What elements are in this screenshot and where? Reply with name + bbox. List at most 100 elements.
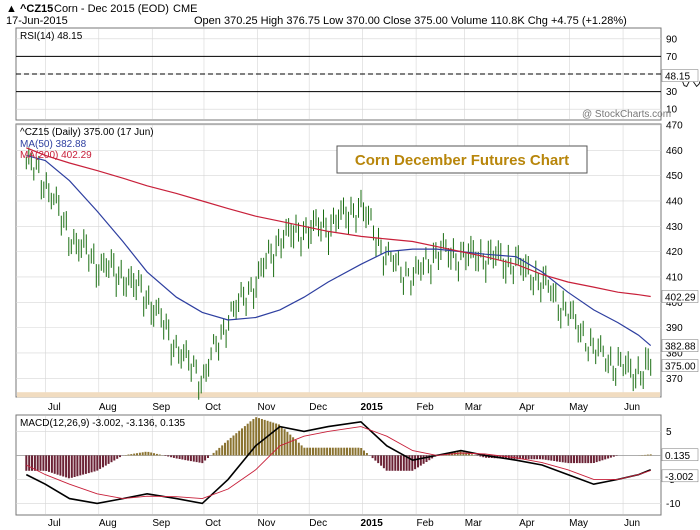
macd-histogram-bar xyxy=(201,455,204,464)
macd-histogram-bar xyxy=(195,455,198,463)
support-band xyxy=(17,392,660,398)
ma200-value-label-box xyxy=(661,290,699,303)
macd-histogram-bar xyxy=(326,447,329,456)
macd-histogram-bar xyxy=(107,455,110,464)
macd-histogram-bar xyxy=(136,453,138,456)
ma200-line xyxy=(26,147,651,298)
macd-histogram-bar xyxy=(187,455,190,461)
close-value-label: 375.00 xyxy=(665,362,696,373)
price-x-tick-label: Feb xyxy=(416,402,434,413)
macd-x-tick-label: Sep xyxy=(152,518,170,529)
macd-histogram-bar xyxy=(207,455,209,458)
macd-histogram-bar xyxy=(99,455,102,469)
macd-x-tick-label: Oct xyxy=(205,518,221,529)
macd-histogram-bar xyxy=(110,455,113,463)
macd-histogram-bar xyxy=(297,442,300,456)
macd-histogram-bar xyxy=(56,455,59,475)
macd-histogram-bar xyxy=(527,455,530,460)
macd-histogram-bar xyxy=(570,455,573,464)
macd-histogram-bar xyxy=(50,455,53,473)
macd-histogram-bar xyxy=(238,430,241,456)
header-arrow-symbol: ▲ ^CZ15 xyxy=(6,3,53,15)
macd-histogram-bar xyxy=(150,452,153,456)
macd-histogram-bar xyxy=(48,455,50,472)
macd-histogram-bar xyxy=(306,447,309,456)
rsi-tick-label: 10 xyxy=(666,105,678,116)
macd-histogram-bar xyxy=(36,455,39,471)
macd-histogram-bar xyxy=(644,454,646,456)
macd-histogram-bar xyxy=(522,455,524,460)
macd-histogram-bar xyxy=(215,450,218,456)
macd-histogram-bar xyxy=(371,455,374,459)
price-tick-label: 380 xyxy=(666,348,683,359)
macd-histogram-bar xyxy=(541,455,544,460)
macd-histogram-bar xyxy=(73,455,76,477)
macd-histogram-bar xyxy=(357,447,360,456)
macd-histogram-bar xyxy=(167,455,170,457)
macd-histogram-bar xyxy=(612,455,615,457)
macd-histogram-bar xyxy=(84,455,87,474)
header-date: 17-Jun-2015 xyxy=(6,15,68,27)
macd-histogram-bar xyxy=(346,447,348,456)
macd-histogram-bar xyxy=(155,453,158,456)
rsi-current-label-box xyxy=(661,69,699,82)
macd-histogram-bar xyxy=(275,423,278,456)
macd-histogram-bar xyxy=(198,455,201,463)
macd-histogram-bar xyxy=(553,455,556,461)
macd-histogram-bar xyxy=(104,455,107,466)
macd-histogram-bar xyxy=(530,455,533,460)
price-tick-label: 440 xyxy=(666,196,683,207)
macd-histogram-bar xyxy=(175,455,178,459)
macd-histogram-bar xyxy=(309,447,312,456)
macd-histogram-bar xyxy=(575,455,578,464)
macd-histogram-bar xyxy=(172,455,175,458)
macd-histogram-bar xyxy=(578,455,581,464)
macd-histogram-bar xyxy=(592,455,595,463)
macd-histogram-bar xyxy=(246,423,249,456)
rsi-tick-label: 70 xyxy=(666,52,678,63)
macd-histogram-bar xyxy=(340,447,343,456)
macd-histogram-bar xyxy=(388,455,391,471)
macd-histogram-bar xyxy=(329,447,331,456)
macd-histogram-bar xyxy=(544,455,547,460)
macd-histogram-bar xyxy=(317,447,320,456)
macd-histogram-bar xyxy=(323,447,326,456)
macd-histogram-bar xyxy=(354,447,357,456)
macd-histogram-bar xyxy=(119,455,121,458)
macd-histogram-bar xyxy=(90,455,93,473)
macd-histogram-bar xyxy=(343,447,346,456)
macd-histogram-bar xyxy=(31,455,33,471)
macd-histogram-bar xyxy=(539,455,541,460)
macd-histogram-bar xyxy=(462,452,465,456)
macd-histogram-bar xyxy=(33,455,36,471)
macd-histogram-bar xyxy=(65,455,68,478)
ma200-legend: MA(200) 402.29 xyxy=(20,150,92,161)
macd-histogram-bar xyxy=(28,455,31,471)
macd-histogram-bar xyxy=(573,455,575,464)
price-label: ^CZ15 (Daily) 375.00 (17 Jun) xyxy=(20,127,154,138)
macd-chart: 50-5-100.135-3.002 xyxy=(16,416,699,514)
annotation-text: Corn December Futures Chart xyxy=(355,152,569,169)
macd-histogram-bar xyxy=(93,455,96,472)
macd-histogram-bar xyxy=(62,455,65,477)
macd-histogram-bar xyxy=(53,455,56,474)
stockcharts-credit: @ StockCharts.com xyxy=(582,109,671,120)
macd-histogram-bar xyxy=(607,455,610,459)
macd-histogram-bar xyxy=(252,419,255,456)
macd-x-tick-label: May xyxy=(569,518,588,529)
macd-histogram-bar xyxy=(581,455,584,464)
macd-histogram-bar xyxy=(331,447,334,456)
rsi-tick-label: 30 xyxy=(666,87,678,98)
macd-histogram-bar xyxy=(363,450,365,456)
macd-histogram-bar xyxy=(218,447,221,456)
macd-tick-label: -10 xyxy=(666,499,681,510)
macd-histogram-bar xyxy=(380,455,383,466)
macd-x-tick-label: 2015 xyxy=(361,518,384,529)
macd-histogram-bar xyxy=(482,455,485,458)
macd-value-label-box xyxy=(661,469,699,483)
macd-histogram-bar xyxy=(394,455,397,471)
price-tick-label: 420 xyxy=(666,247,683,258)
macd-x-tick-label: Jul xyxy=(48,518,61,529)
macd-histogram-bar xyxy=(67,455,70,479)
macd-histogram-bar xyxy=(232,435,235,456)
